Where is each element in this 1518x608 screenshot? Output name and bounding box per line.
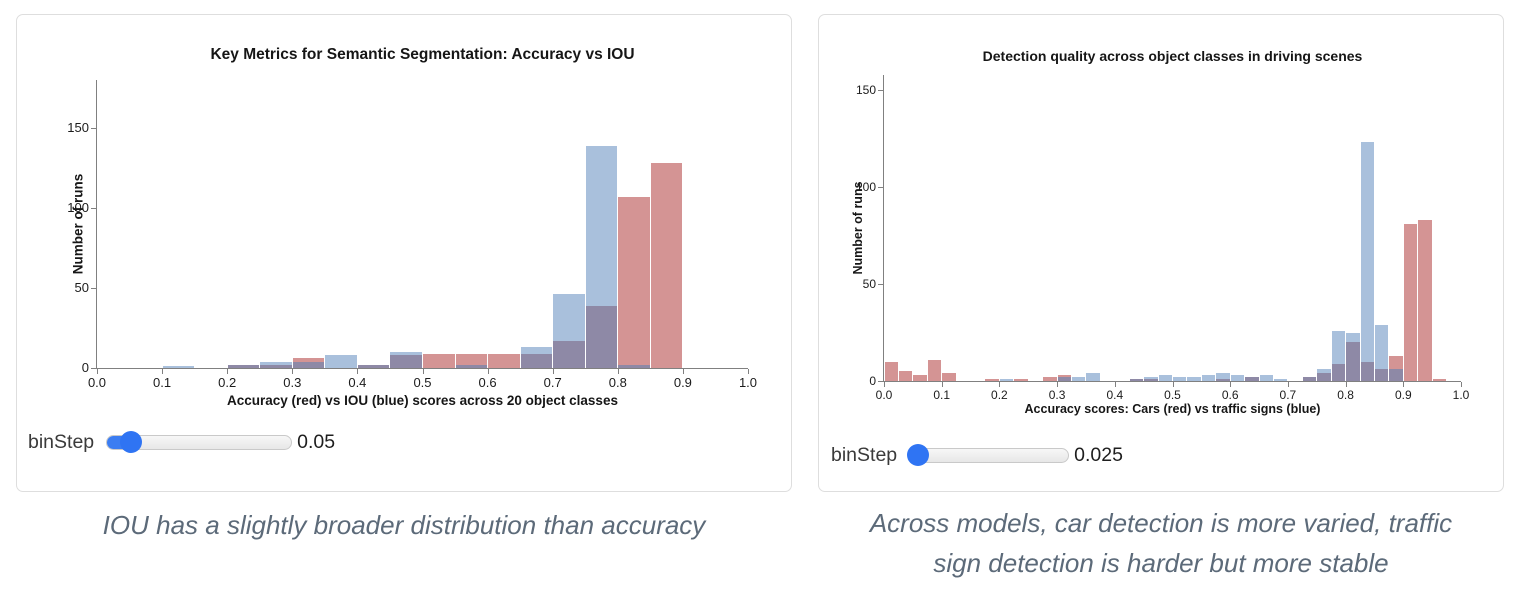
slider-label: binStep <box>28 431 95 453</box>
slider-label: binStep <box>831 444 898 466</box>
right-chart-panel <box>818 14 1504 492</box>
left-chart-panel <box>16 14 792 492</box>
bin-step-slider-right: binStep 0.025 <box>831 444 1123 467</box>
x-axis-title-right: Accuracy scores: Cars (red) vs traffic s… <box>1024 402 1321 416</box>
slider-value: 0.05 <box>297 431 336 453</box>
caption-line: Across models, car detection is more var… <box>869 508 1453 538</box>
slider-track[interactable] <box>106 431 293 453</box>
chart-title-left: Key Metrics for Semantic Segmentation: A… <box>210 46 635 63</box>
caption-right: Across models, car detection is more var… <box>818 503 1504 583</box>
slider-track[interactable] <box>907 444 1070 466</box>
x-axis-title-left: Accuracy (red) vs IOU (blue) scores acro… <box>227 393 618 408</box>
slider-thumb[interactable] <box>120 431 143 453</box>
caption-line: IOU has a slightly broader distribution … <box>102 510 706 540</box>
slider-value: 0.025 <box>1074 444 1123 466</box>
bin-step-slider-left: binStep 0.05 <box>28 431 335 454</box>
caption-left: IOU has a slightly broader distribution … <box>16 505 792 545</box>
caption-line: sign detection is harder but more stable <box>933 548 1389 578</box>
y-axis-title-left: Number of runs <box>70 173 86 275</box>
y-axis-title-right: Number of runs <box>851 181 865 275</box>
chart-title-right: Detection quality across object classes … <box>982 48 1363 64</box>
slider-thumb[interactable] <box>907 444 930 466</box>
